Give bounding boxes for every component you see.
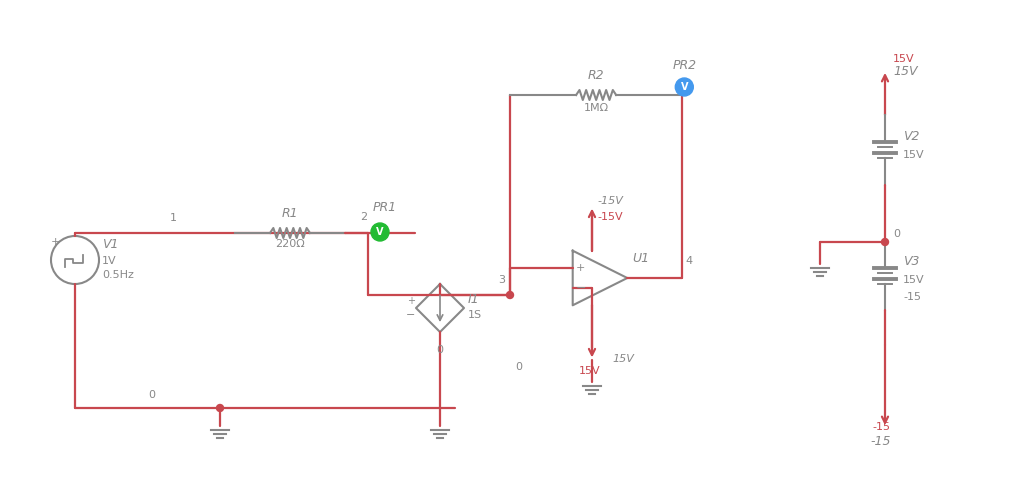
Text: -15: -15: [870, 435, 891, 448]
Text: U1: U1: [632, 252, 649, 265]
Text: 15V: 15V: [903, 275, 925, 285]
Text: -15V: -15V: [597, 212, 623, 222]
Text: 4: 4: [685, 256, 692, 266]
Text: 0: 0: [436, 345, 443, 355]
Text: 220Ω: 220Ω: [275, 239, 305, 249]
Text: 0: 0: [893, 229, 900, 239]
Text: +: +: [407, 296, 415, 306]
Text: PR1: PR1: [373, 201, 397, 214]
Text: PR2: PR2: [672, 59, 696, 72]
Text: +: +: [577, 263, 586, 273]
Text: -15V: -15V: [597, 196, 623, 206]
Text: 1MΩ: 1MΩ: [584, 103, 608, 113]
Text: I1: I1: [468, 293, 480, 306]
Text: −: −: [407, 310, 416, 320]
Circle shape: [882, 239, 889, 245]
Text: -15: -15: [903, 292, 921, 302]
Circle shape: [675, 78, 693, 96]
Circle shape: [507, 291, 513, 299]
Text: 1V: 1V: [102, 256, 117, 266]
Text: 0: 0: [515, 362, 522, 372]
Text: −: −: [575, 282, 586, 295]
Text: 1: 1: [170, 213, 177, 223]
Text: V1: V1: [102, 238, 119, 251]
Text: +: +: [50, 237, 59, 247]
Text: R2: R2: [588, 69, 604, 82]
Text: 15V: 15V: [903, 150, 925, 160]
Text: 1S: 1S: [468, 310, 482, 320]
Text: R1: R1: [282, 207, 298, 220]
Text: 3: 3: [498, 275, 505, 285]
Text: V: V: [681, 82, 688, 92]
Text: 2: 2: [360, 212, 368, 222]
Text: -15: -15: [872, 422, 890, 432]
Text: 0.5Hz: 0.5Hz: [102, 270, 134, 280]
Text: V2: V2: [903, 130, 920, 143]
Text: 15V: 15V: [893, 54, 914, 64]
Circle shape: [216, 405, 223, 411]
Text: 0: 0: [148, 390, 155, 400]
Text: V: V: [376, 227, 384, 237]
Circle shape: [371, 223, 389, 241]
Text: 15V: 15V: [612, 354, 634, 364]
Text: V3: V3: [903, 255, 920, 268]
Text: 15V: 15V: [893, 65, 918, 78]
Text: 15V: 15V: [580, 366, 601, 376]
